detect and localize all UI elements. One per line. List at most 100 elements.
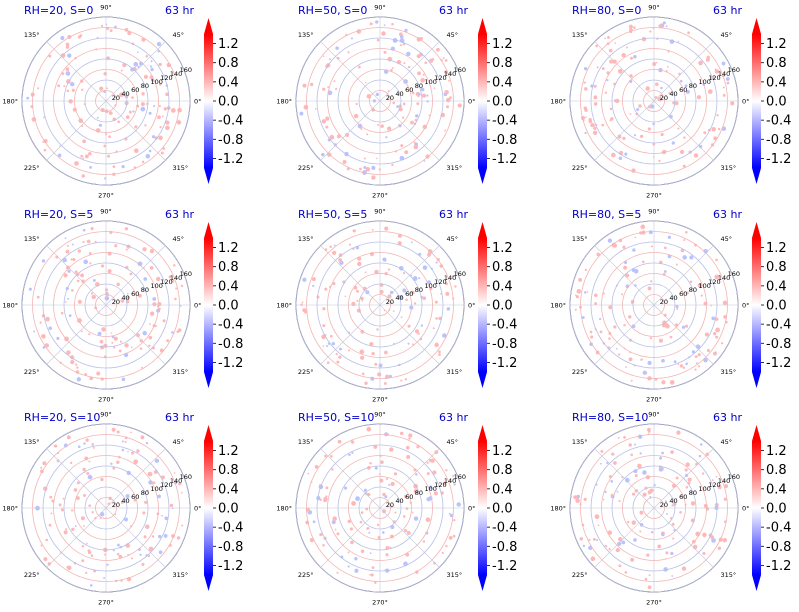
radial-tick-label: 80: [141, 286, 149, 294]
field-speckle: [583, 66, 588, 71]
field-speckle: [618, 156, 623, 161]
field-speckle: [389, 290, 394, 295]
panel-time-label: 63 hr: [439, 411, 468, 424]
field-speckle: [158, 62, 162, 67]
field-speckle: [640, 224, 646, 230]
angular-grid-spoke: [653, 304, 714, 365]
field-speckle: [400, 379, 403, 382]
field-speckle: [722, 300, 728, 306]
field-speckle: [299, 111, 304, 116]
field-speckle: [624, 152, 628, 156]
field-speckle: [113, 346, 116, 349]
field-speckle: [47, 562, 52, 566]
colorbar-extend-min: [752, 372, 761, 388]
field-speckle: [356, 299, 359, 302]
angular-grid-spoke: [379, 245, 440, 306]
angle-tick-label: 315°: [446, 571, 462, 579]
field-speckles: [573, 427, 729, 590]
field-speckle: [715, 327, 721, 333]
angle-tick-label: 0°: [194, 505, 201, 513]
field-speckle: [446, 307, 451, 311]
colorbar: 1.2 0.8 0.4 0.0 -0.4 -0.8 -1.2: [752, 425, 791, 591]
radial-tick-label: 160: [180, 473, 192, 481]
field-speckle: [171, 280, 175, 283]
field-speckle: [151, 135, 156, 139]
field-speckle: [434, 342, 439, 348]
field-speckle: [679, 79, 683, 83]
angle-tick-label: 135°: [298, 31, 314, 39]
field-speckle: [622, 245, 626, 249]
field-speckle: [415, 114, 419, 118]
angle-tick-label: 45°: [720, 438, 732, 446]
field-speckle: [100, 345, 105, 350]
radial-tick-label: 20: [660, 298, 668, 306]
field-speckle: [715, 258, 718, 262]
field-speckle: [375, 20, 379, 24]
field-speckle: [593, 537, 596, 541]
angular-grid-spoke: [379, 41, 440, 102]
field-speckle: [331, 250, 337, 256]
field-speckle: [413, 302, 417, 305]
field-speckle: [680, 248, 685, 253]
field-speckle: [583, 291, 587, 294]
field-speckle: [133, 61, 139, 67]
field-speckle: [351, 451, 354, 454]
field-speckle: [590, 335, 594, 339]
field-speckle: [667, 235, 672, 239]
colorbar: 1.2 0.8 0.4 0.0 -0.4 -0.8 -1.2: [204, 18, 243, 184]
field-speckle: [628, 24, 633, 29]
field-speckle: [367, 492, 371, 497]
field-speckle: [383, 50, 387, 54]
field-speckle: [413, 489, 419, 494]
field-speckle: [422, 296, 427, 301]
field-speckle: [638, 104, 642, 108]
field-speckle: [442, 333, 447, 338]
field-speckle: [348, 453, 350, 456]
field-speckle: [139, 339, 143, 343]
field-speckle: [685, 324, 689, 328]
field-speckle: [645, 86, 650, 91]
colorbar-tick-label: -0.4: [492, 114, 517, 129]
field-speckle: [344, 295, 347, 298]
field-speckle: [436, 47, 440, 52]
field-speckle: [457, 103, 462, 108]
field-speckle: [658, 467, 663, 472]
radial-tick-label: 60: [679, 493, 687, 501]
field-speckle: [84, 154, 89, 159]
colorbar-tick-label: -0.4: [766, 318, 791, 333]
field-speckle: [435, 261, 438, 264]
field-speckle: [596, 538, 599, 541]
field-speckle: [410, 241, 413, 244]
field-speckle: [142, 247, 147, 252]
field-speckle: [64, 301, 67, 303]
field-speckle: [53, 444, 58, 448]
field-speckle: [449, 513, 454, 518]
field-speckle: [388, 374, 392, 378]
field-speckle: [110, 332, 113, 334]
colorbar-tick-label: 1.2: [218, 241, 239, 256]
field-speckle: [113, 336, 118, 341]
field-speckle: [647, 430, 651, 433]
field-speckle: [359, 167, 362, 171]
field-speckle: [42, 461, 47, 466]
radial-tick-label: 140: [718, 477, 730, 485]
field-speckle: [89, 262, 92, 265]
field-speckle: [383, 24, 386, 26]
field-speckle: [63, 530, 68, 535]
field-speckle: [685, 462, 690, 467]
colorbar-tick-label: -0.4: [766, 114, 791, 129]
field-speckle: [610, 493, 614, 497]
field-speckle: [661, 532, 665, 537]
field-speckle: [48, 54, 52, 58]
field-speckle: [629, 56, 633, 60]
field-speckle: [37, 87, 40, 90]
field-speckle: [45, 316, 50, 322]
colorbar-tick-label: 0.4: [218, 75, 239, 90]
field-speckle: [122, 63, 127, 68]
colorbar-tick-label: 0.4: [218, 279, 239, 294]
field-speckle: [633, 469, 638, 474]
field-speckle: [165, 125, 170, 131]
field-speckle: [360, 296, 364, 301]
field-speckle: [362, 170, 367, 175]
radial-tick-label: 160: [728, 270, 740, 278]
